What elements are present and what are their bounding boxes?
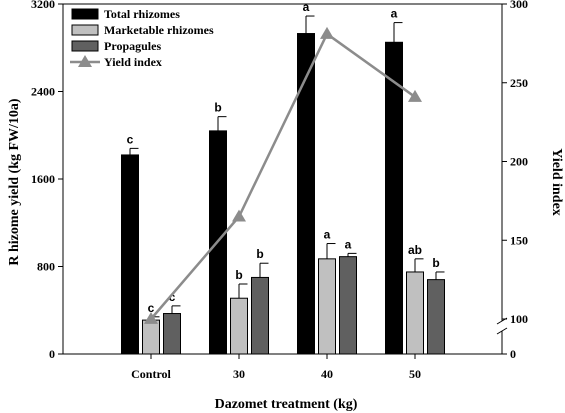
significance-label: c [127,132,134,146]
significance-label: a [345,237,352,251]
y2-tick-label: 150 [510,233,528,247]
significance-label: a [303,0,310,14]
bar [121,154,139,355]
bar [427,279,445,355]
y-tick-label: 800 [37,260,55,274]
bar [406,271,424,355]
legend-label: Yield index [104,55,162,69]
significance-label: b [214,101,221,115]
yield-index-line [150,32,416,320]
yield-index-line-group [144,26,422,324]
x-axis-title: Dazomet treatment (kg) [215,397,358,412]
axes: 0 800 1600 2400 3200 0 100 150 200 250 300 Control 3… [31,0,528,381]
significance-label: b [256,247,263,261]
y-axis-title: R hizome yield (kg FW/10a) [7,98,22,266]
bar [230,297,248,355]
x-tick-label: Control [131,367,171,381]
significance-label: c [169,290,176,304]
y-tick-label: 0 [49,347,55,361]
bar [251,276,269,355]
x-tick-label: 30 [233,367,245,381]
bar [142,319,160,355]
y2-tick-label: 250 [510,76,528,90]
legend-swatch [71,40,99,52]
legend-swatch [71,8,99,20]
significance-label: b [432,256,439,270]
legend-label: Propagules [104,39,161,53]
significance-label: c [148,301,155,315]
y-tick-label: 1600 [31,172,55,186]
y2-tick-label: 0 [510,347,516,361]
legend-swatch [71,24,99,36]
significance-label: a [324,228,331,242]
y2-axis-break-mark-lower [496,327,508,335]
yield-index-marker [408,89,422,102]
significance-label: a [391,7,398,21]
bar [318,258,336,355]
significance-label: b [235,268,242,282]
yield-index-marker [232,209,246,222]
legend: Total rhizomes Marketable rhizomes Propagu… [70,7,214,69]
x-tick-label: 50 [409,367,421,381]
bar [385,41,403,355]
y-tick-label: 2400 [31,85,55,99]
yield-index-marker [320,26,334,39]
bar [297,33,315,355]
y2-tick-label: 200 [510,155,528,169]
bar [163,313,181,355]
y-tick-label: 3200 [31,0,55,11]
legend-label: Total rhizomes [104,7,180,21]
y2-axis-title: Yield index [549,148,564,216]
legend-label: Marketable rhizomes [104,23,214,37]
legend-marker-swatch [78,55,92,67]
y2-tick-label: 100 [510,312,528,326]
x-tick-label: 40 [321,367,333,381]
y2-tick-label: 300 [510,0,528,11]
significance-label: ab [408,243,422,257]
yield-index-marker [144,312,158,324]
bar [339,256,357,355]
